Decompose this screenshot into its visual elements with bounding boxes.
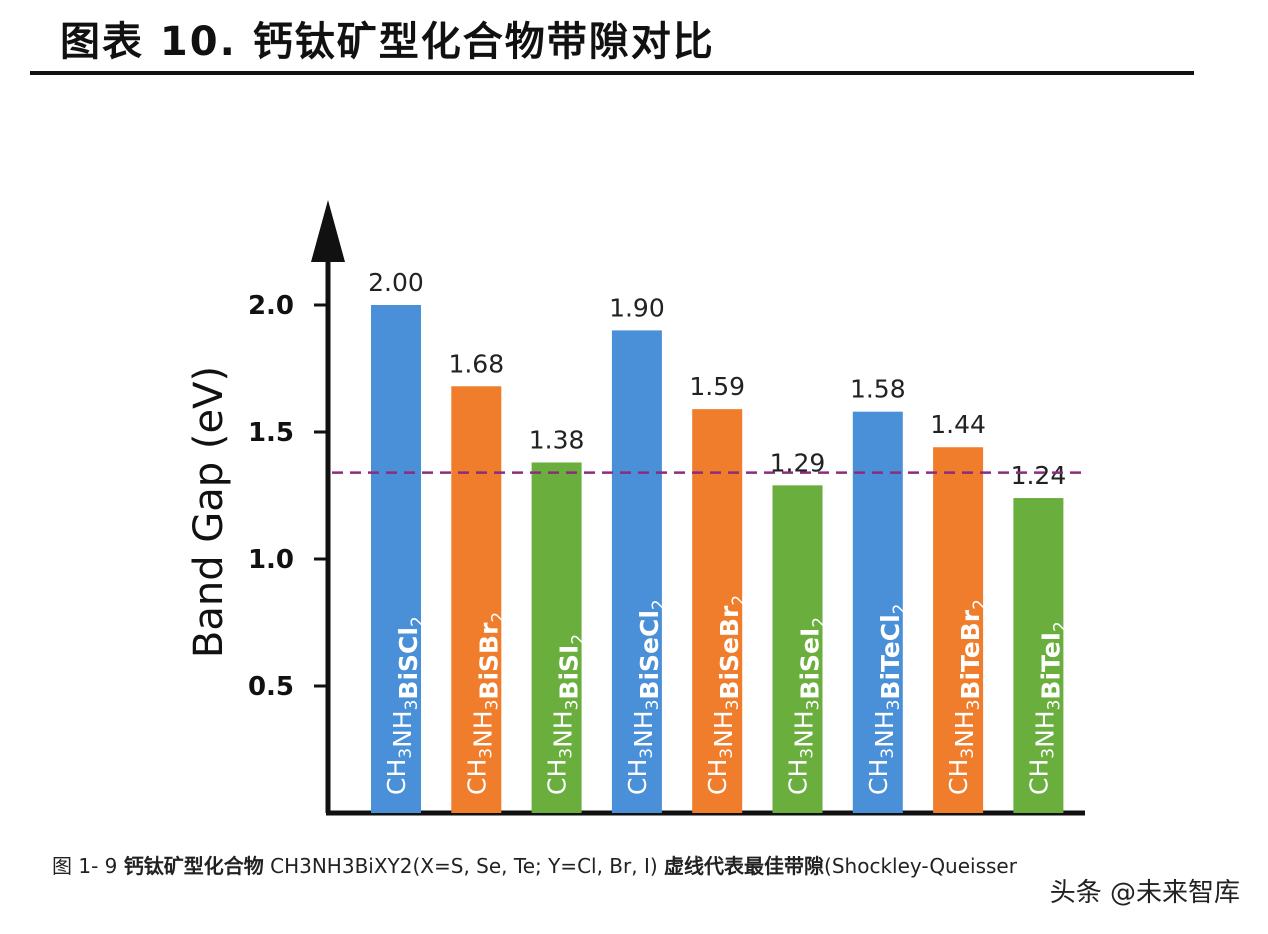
bar-category-label: CH3NH3BiSeI2 bbox=[784, 617, 830, 795]
bar bbox=[1013, 498, 1064, 813]
y-tick-label: 1.0 bbox=[248, 545, 294, 575]
bar-value-label: 2.00 bbox=[368, 268, 424, 297]
caption-part3: 虚线代表最佳带隙 bbox=[664, 854, 825, 878]
bar-value-label: 1.29 bbox=[770, 448, 826, 477]
bar-value-label: 1.38 bbox=[529, 425, 585, 454]
bar-value-label: 1.68 bbox=[448, 349, 504, 378]
bar-category-label: CH3NH3BiSI2 bbox=[543, 634, 589, 795]
bar-value-label: 1.24 bbox=[1011, 461, 1067, 490]
bar bbox=[531, 462, 582, 813]
caption-part2: CH3NH3BiXY2(X=S, Se, Te; Y=Cl, Br, I) bbox=[270, 854, 658, 878]
figure-caption: 图 1- 9 钙钛矿型化合物 CH3NH3BiXY2(X=S, Se, Te; … bbox=[52, 850, 1202, 879]
y-tick-label: 1.5 bbox=[248, 418, 294, 448]
bar-category-label: CH3NH3BiSeBr2 bbox=[703, 595, 749, 795]
caption-part4: (Shockley-Queisser bbox=[824, 854, 1017, 878]
bar bbox=[611, 330, 662, 813]
bar bbox=[772, 485, 823, 813]
bar-value-label: 1.44 bbox=[930, 410, 986, 439]
bar bbox=[371, 305, 421, 813]
y-axis-label: Band Gap (eV) bbox=[186, 366, 232, 658]
chart-bars bbox=[371, 305, 1064, 813]
bar-value-label: 1.58 bbox=[850, 375, 906, 404]
bar-category-label: CH3NH3BiSCl2 bbox=[382, 616, 428, 795]
bar bbox=[451, 386, 502, 813]
y-tick-label: 0.5 bbox=[248, 672, 294, 702]
bar-category-label: CH3NH3BiSBr2 bbox=[462, 612, 508, 795]
title-underline bbox=[30, 71, 1194, 75]
bar bbox=[933, 447, 984, 813]
page-title: 图表 10. 钙钛矿型化合物带隙对比 bbox=[60, 19, 715, 65]
y-tick-label: 2.0 bbox=[248, 291, 294, 321]
caption-figure-number: 图 1- 9 bbox=[52, 854, 118, 878]
bar-category-label: CH3NH3BiSeCl2 bbox=[623, 599, 669, 795]
source-watermark: 头条 @未来智库 bbox=[1049, 878, 1240, 908]
chart-category-labels: CH3NH3BiSCl2 CH3NH3BiSBr2 CH3NH3BiSI2 CH3NH… bbox=[382, 595, 1070, 795]
bar bbox=[852, 411, 903, 813]
y-axis-arrow-icon bbox=[311, 200, 345, 262]
chart-value-labels: 2.00 1.68 1.38 1.90 1.59 1.29 1.58 1.44 1.24 bbox=[368, 268, 1066, 490]
bar-category-label: CH3NH3BiTeI2 bbox=[1024, 621, 1070, 795]
bar-value-label: 1.59 bbox=[689, 372, 745, 401]
bar-category-label: CH3NH3BiTeCl2 bbox=[864, 604, 910, 795]
caption-part1: 钙钛矿型化合物 bbox=[123, 854, 264, 878]
bar-category-label: CH3NH3BiTeBr2 bbox=[944, 599, 990, 795]
bar-value-label: 1.90 bbox=[609, 293, 665, 322]
bar bbox=[692, 409, 743, 813]
